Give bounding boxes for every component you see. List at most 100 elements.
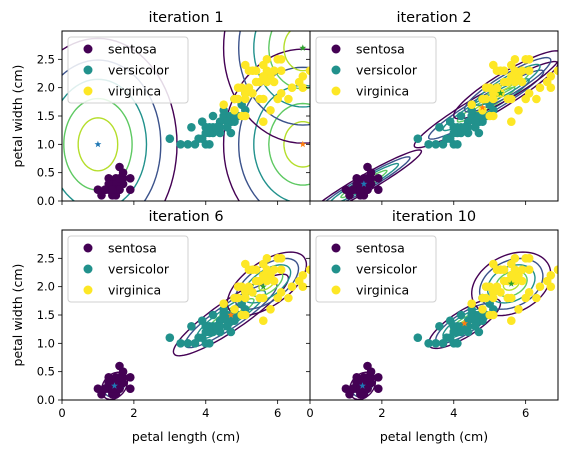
x-ticks: 0 2 4 6	[306, 400, 529, 420]
legend: sentosa versicolor virginica	[315, 36, 437, 104]
x-tick-label: 4	[202, 406, 209, 420]
legend-marker	[83, 44, 93, 54]
versicolor-point	[413, 134, 423, 143]
y-tick-label: 2.5	[37, 52, 55, 66]
panel-title: iteration 6	[148, 209, 223, 225]
virginica-point	[305, 66, 310, 75]
sentosa-point	[348, 185, 358, 194]
x-tick-label: 2	[130, 406, 137, 420]
component-mean-marker	[479, 103, 486, 111]
versicolor-point	[449, 128, 459, 138]
sentosa-point	[341, 384, 351, 394]
legend-marker	[83, 264, 93, 274]
virginica-point	[517, 66, 527, 75]
versicolor-point	[208, 111, 218, 121]
scatter-points	[93, 55, 310, 200]
x-ticks	[61, 201, 279, 205]
contour-line	[325, 156, 411, 201]
contour-line	[237, 31, 310, 126]
y-ticks	[306, 58, 310, 202]
legend-marker	[331, 243, 341, 253]
sentosa-point	[341, 185, 351, 194]
virginica-point	[287, 83, 297, 92]
versicolor-point	[431, 339, 441, 348]
contour-line	[222, 31, 310, 144]
virginica-point	[503, 293, 512, 303]
versicolor-point	[456, 111, 466, 121]
y-tick-label: 1.0	[37, 137, 55, 151]
scatter-points	[341, 55, 558, 200]
versicolor-point	[453, 140, 462, 149]
component-mean-marker	[461, 319, 468, 327]
virginica-point	[219, 299, 228, 309]
virginica-point	[489, 293, 498, 303]
virginica-point	[478, 305, 487, 314]
legend-label: versicolor	[108, 63, 170, 78]
virginica-point	[230, 305, 239, 314]
virginica-point	[532, 293, 541, 303]
legend-marker	[331, 65, 341, 75]
virginica-point	[298, 72, 308, 81]
virginica-point	[467, 100, 477, 109]
component-mean-marker	[497, 89, 504, 97]
versicolor-point	[435, 123, 444, 132]
legend-label: sentosa	[108, 42, 157, 57]
versicolor-point	[460, 123, 469, 132]
versicolor-point	[190, 140, 200, 149]
panel-iteration-10: 0 2 4 6 iteration 10 sentosa versicolor virgi…	[306, 209, 559, 420]
sentosa-point	[374, 384, 383, 394]
virginica-point	[553, 265, 558, 274]
contour-line	[470, 251, 552, 317]
x-axis-label-right: petal length (cm)	[380, 429, 488, 444]
virginica-point	[276, 288, 286, 297]
sentosa-point	[366, 367, 376, 377]
virginica-point	[298, 282, 308, 292]
contour-line	[222, 48, 310, 201]
versicolor-point	[190, 339, 200, 348]
legend-box	[67, 36, 189, 104]
legend-label: virginica	[108, 84, 161, 99]
virginica-point	[499, 66, 509, 75]
y-tick-label: 0.0	[37, 393, 55, 407]
legend-box	[67, 235, 189, 303]
versicolor-point	[201, 128, 211, 138]
sentosa-point	[366, 168, 376, 177]
virginica-point	[478, 94, 487, 104]
legend-box	[315, 36, 437, 104]
contour-line	[268, 31, 310, 90]
versicolor-point	[424, 140, 433, 149]
y-tick-label: 0.5	[37, 365, 55, 379]
x-tick-label: 6	[274, 406, 281, 420]
versicolor-point	[471, 322, 480, 331]
sentosa-point	[115, 384, 124, 394]
y-tick-label: 1.0	[37, 336, 55, 350]
versicolor-point	[438, 140, 448, 149]
virginica-point	[514, 106, 523, 115]
legend-label: versicolor	[356, 262, 418, 277]
virginica-point	[269, 66, 279, 75]
panel-title: iteration 10	[392, 209, 476, 225]
virginica-point	[499, 276, 509, 286]
sentosa-point	[363, 384, 372, 394]
contour-line	[268, 102, 310, 186]
virginica-point	[262, 253, 272, 263]
virginica-point	[503, 94, 512, 104]
virginica-point	[553, 66, 558, 75]
virginica-point	[489, 111, 498, 121]
virginica-point	[276, 89, 286, 98]
versicolor-point	[165, 333, 175, 343]
legend-marker	[331, 264, 341, 274]
component-mean-marker	[360, 180, 368, 187]
versicolor-point	[212, 322, 221, 331]
sentosa-point	[374, 373, 383, 382]
contour-line	[283, 121, 310, 168]
sentosa-point	[115, 185, 124, 194]
component-mean-marker	[507, 280, 515, 287]
virginica-point	[241, 310, 250, 320]
virginica-point	[489, 94, 498, 104]
versicolor-point	[187, 322, 196, 331]
virginica-point	[219, 100, 228, 109]
virginica-point	[251, 265, 261, 275]
versicolor-point	[431, 140, 441, 149]
